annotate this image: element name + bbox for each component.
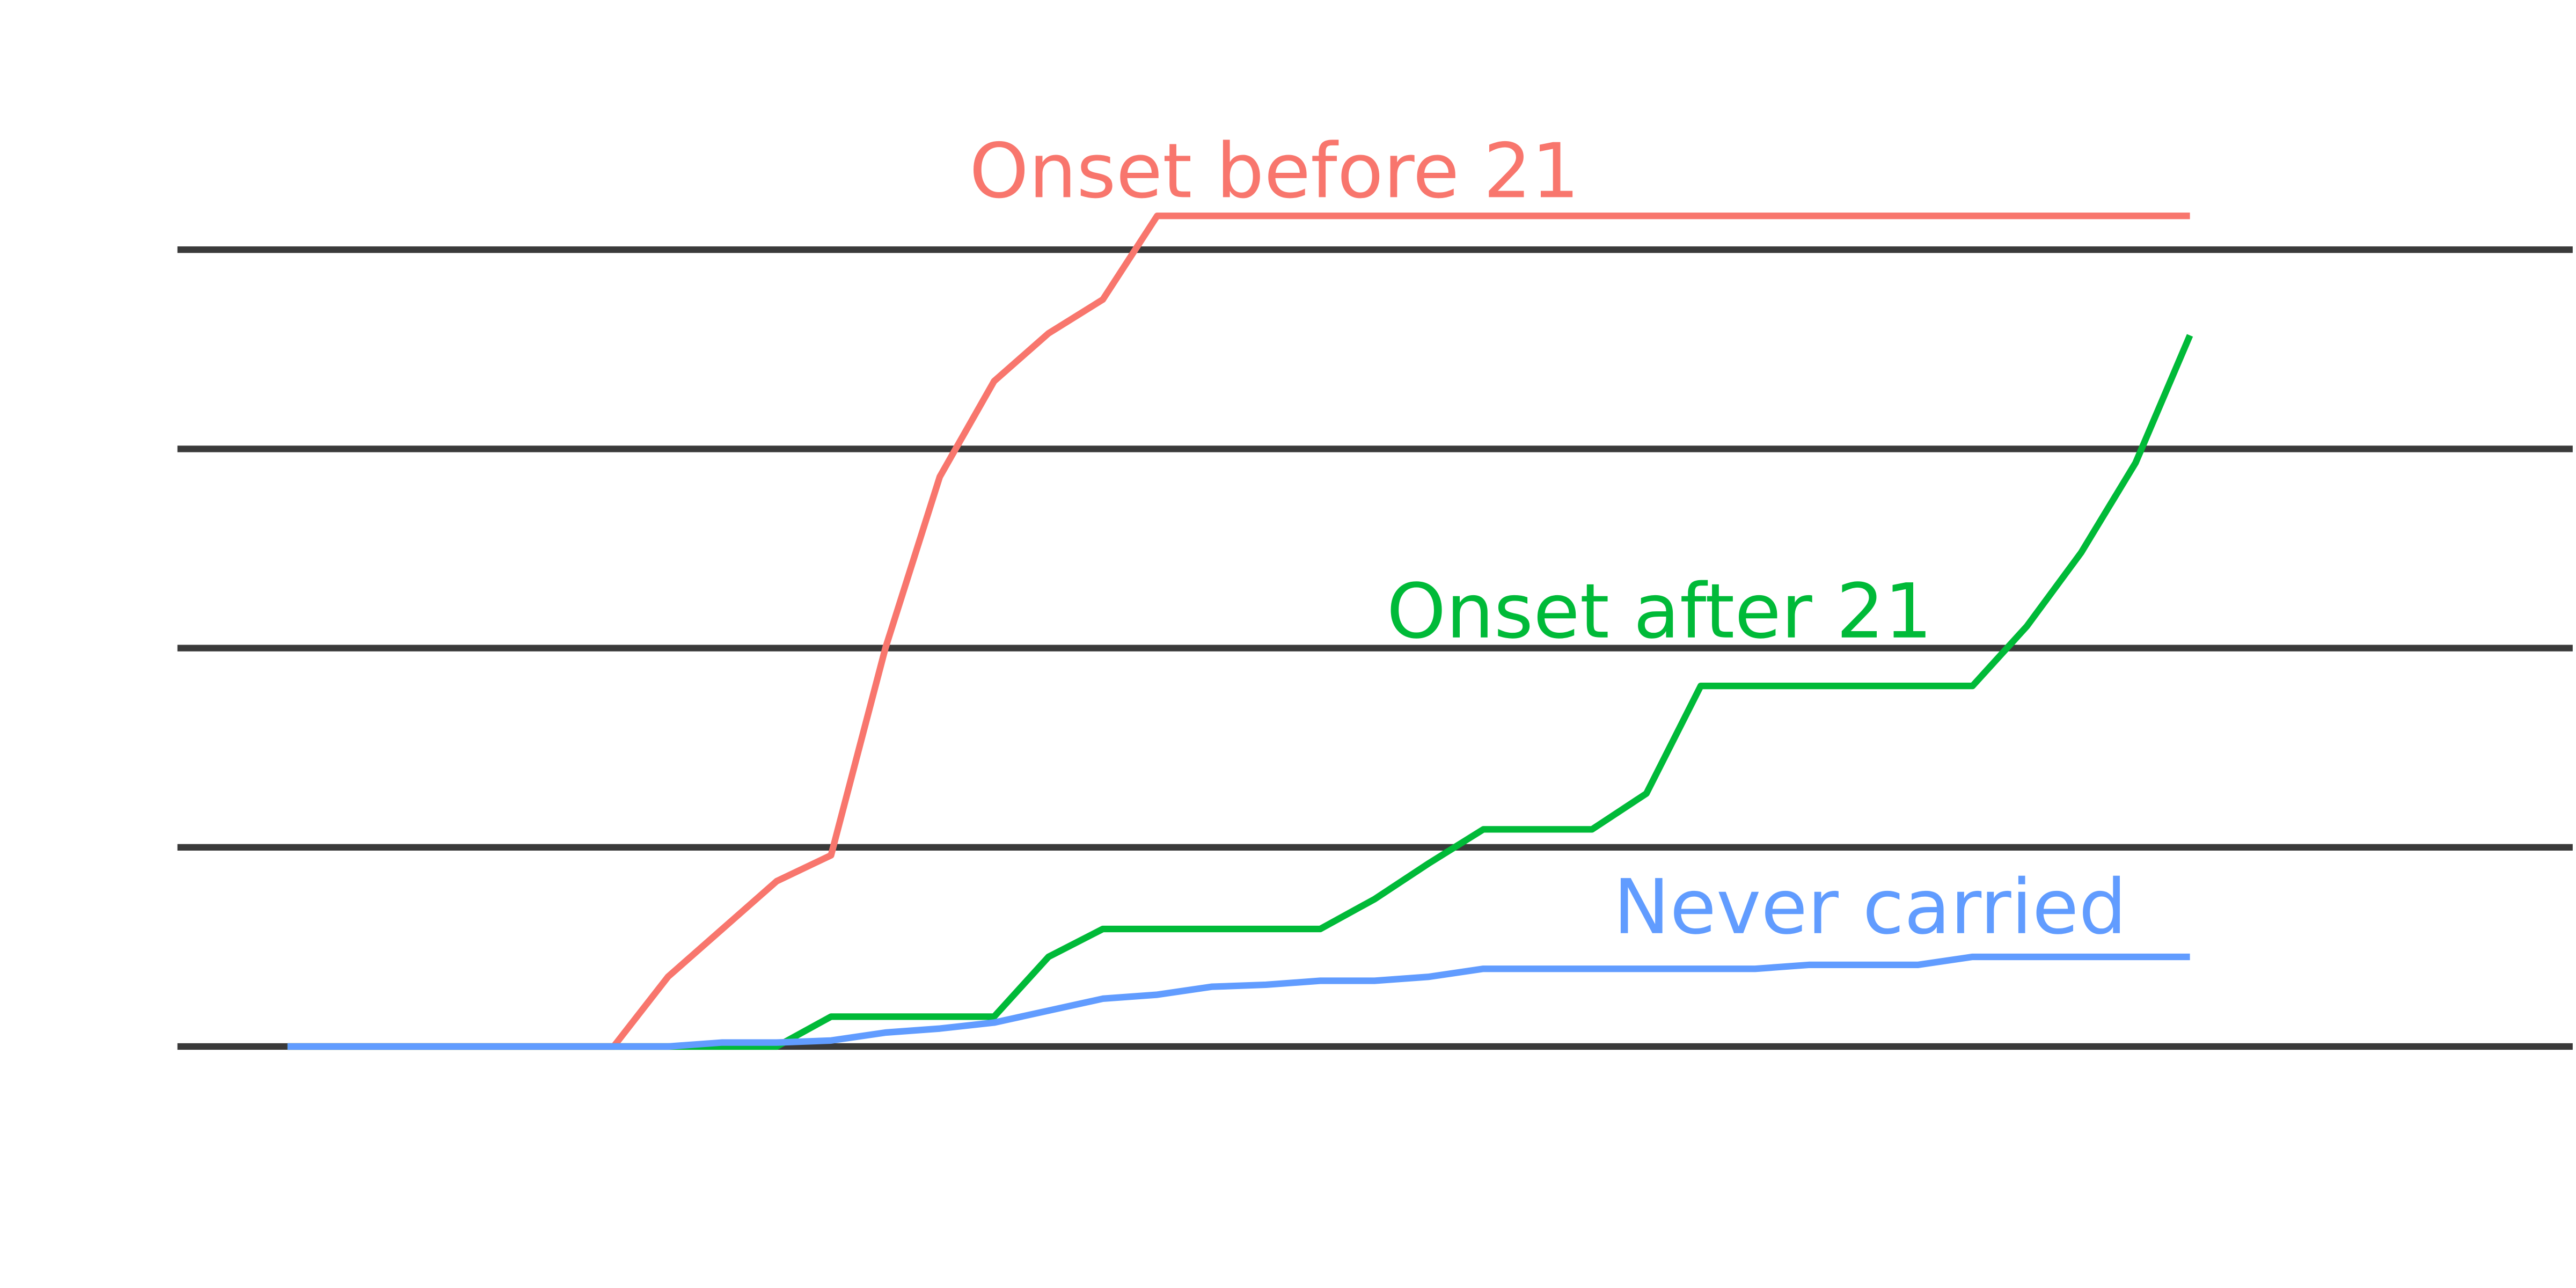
series-lines <box>287 213 2193 1050</box>
series-label-never-carried: Never carried <box>1613 863 2127 952</box>
series-line-onset-before-21 <box>287 213 2190 1050</box>
series-label-onset-after-21: Onset after 21 <box>1387 568 1933 656</box>
series-label-onset-before-21: Onset before 21 <box>969 127 1579 215</box>
series-line-onset-after-21 <box>287 334 2193 1050</box>
gridlines <box>177 246 2573 1050</box>
series-line-never-carried <box>287 953 2190 1050</box>
